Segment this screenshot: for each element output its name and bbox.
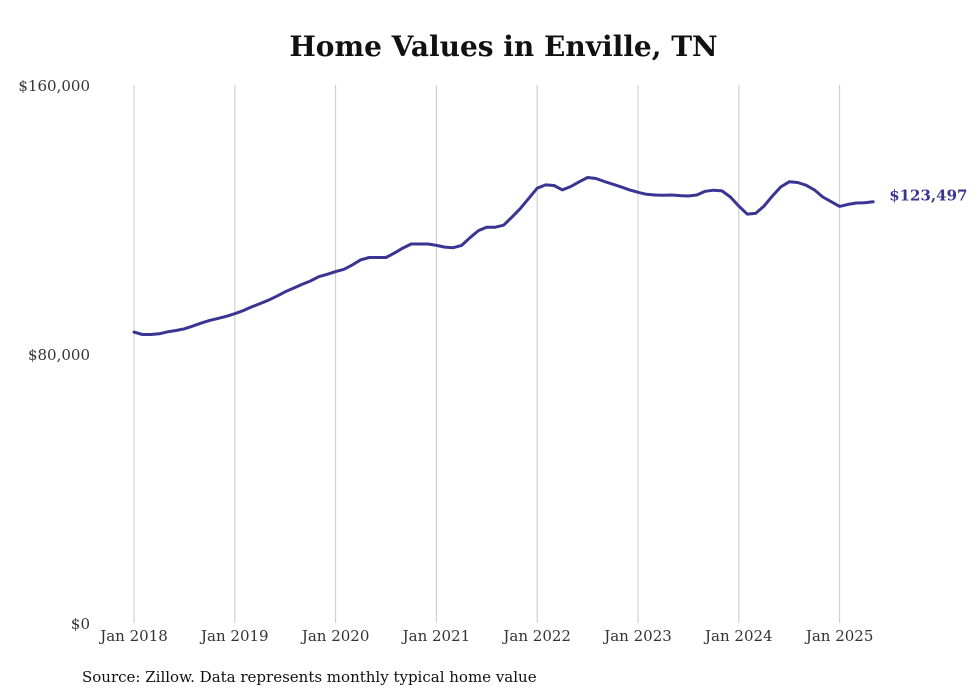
end-value-label: $123,497: [889, 187, 967, 205]
series-line-0: [132, 176, 875, 336]
source-note: Source: Zillow. Data represents monthly …: [82, 668, 537, 686]
x-tick-label-3: Jan 2021: [401, 627, 471, 645]
x-tick-label-4: Jan 2022: [501, 627, 571, 645]
y-tick-label-0: $0: [71, 615, 90, 633]
end-label-layer: $123,497: [889, 187, 967, 205]
x-tick-label-5: Jan 2023: [602, 627, 672, 645]
y-tick-label-1: $80,000: [28, 346, 90, 364]
y-axis: $0 $80,000 $160,000: [18, 77, 90, 633]
series-layer: [132, 176, 875, 336]
x-tick-label-6: Jan 2024: [703, 627, 773, 645]
chart-title: Home Values in Enville, TN: [289, 30, 718, 63]
x-tick-label-7: Jan 2025: [804, 627, 874, 645]
y-tick-label-2: $160,000: [18, 77, 90, 95]
x-tick-label-1: Jan 2019: [199, 627, 269, 645]
x-tick-label-0: Jan 2018: [98, 627, 168, 645]
grid-layer: [133, 85, 841, 623]
x-axis: Jan 2018 Jan 2019 Jan 2020 Jan 2021 Jan 2022…: [98, 627, 873, 645]
x-tick-label-2: Jan 2020: [300, 627, 370, 645]
